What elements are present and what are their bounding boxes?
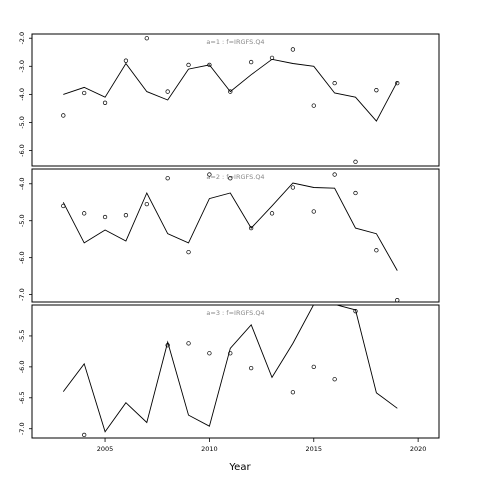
observed-point [82,211,87,216]
observed-point [290,47,296,52]
y-tick-label: -7.0 [18,422,26,435]
x-tick-label: 2020 [410,445,427,453]
panel-label: a=3 : f=IRGFS.Q4 [206,309,264,317]
y-tick-label: -7.0 [18,288,26,301]
panel-frame [31,33,440,167]
observed-point [311,364,316,370]
observed-point [249,225,254,231]
panel-frame [31,304,440,439]
panel-label: a=2 : f=IRGFS.Q4 [206,173,264,181]
x-tick-label: 2015 [305,445,322,453]
observed-point [82,432,87,438]
observed-point [228,89,233,94]
fitted-line [62,182,398,271]
x-axis-label: Year [228,462,251,473]
observed-point [165,343,170,348]
observed-point [207,62,212,68]
x-tick-label: 2010 [201,445,218,453]
observed-point [311,103,316,108]
y-tick-label: -5.5 [18,330,26,343]
x-tick-label: 2005 [97,445,114,453]
y-tick-label: -6.0 [18,361,26,374]
observed-point [249,365,254,371]
observed-point [395,80,400,86]
panel-1: a=1 : f=IRGFS.Q4 -2.0 -3.0 -4.0 -5.0 -6.0 [18,32,440,167]
observed-point [332,80,337,86]
y-tick-label: -6.0 [18,144,26,157]
panel-3: a=3 : f=IRGFS.Q4 -5.5 -6.0 -6.5 -7.0 [18,304,440,439]
observed-point [374,248,379,253]
panel-plot [61,36,400,164]
observed-point [332,172,337,177]
observed-point [61,113,66,118]
observed-point [290,185,296,190]
observed-point [123,213,129,218]
observed-point [353,190,358,196]
observed-point [269,55,275,61]
observed-point [186,62,191,68]
fitted-line [62,305,398,433]
observed-point [165,176,170,181]
y-tick-label: -5.0 [18,116,26,129]
y-tick-label: -6.0 [18,251,26,264]
panel-label: a=1 : f=IRGFS.Q4 [206,38,264,46]
observed-point [290,390,296,395]
observed-point [186,341,191,346]
observed-point [228,351,233,356]
observed-point [144,36,149,41]
observed-point [123,58,129,63]
observed-point [165,89,170,94]
observed-point [102,214,108,220]
observed-point [207,172,212,177]
panel-plot [62,305,398,438]
panel-plot [61,172,400,302]
panel-frame [31,168,440,303]
observed-point [144,201,149,207]
observed-point [374,88,379,93]
y-tick-label: -3.0 [18,60,26,73]
observed-point [207,351,212,356]
observed-point [395,298,400,302]
y-tick-label: -2.0 [18,32,26,45]
observed-point [102,100,108,105]
y-tick-label: -5.0 [18,214,26,227]
observed-point [186,249,191,255]
observed-point [61,203,66,209]
observed-point [228,176,233,181]
observed-point [353,159,358,164]
panels: a=1 : f=IRGFS.Q4-2.0-3.0-4.0-5.0-6.0a=2 … [18,32,440,439]
observed-point [82,90,87,96]
observed-point [269,211,275,216]
observed-point [353,309,358,314]
observed-point [249,59,254,65]
observed-point [332,377,337,382]
y-tick-label: -6.5 [18,391,26,404]
observed-point [311,209,316,214]
fitted-line [63,58,398,122]
y-tick-label: -4.0 [18,88,26,101]
y-tick-label: -4.0 [18,177,26,190]
x-axis: 2005 2010 2015 2020 [97,438,427,453]
panel-2: a=2 : f=IRGFS.Q4 -4.0 -5.0 -6.0 -7.0 [18,168,440,303]
